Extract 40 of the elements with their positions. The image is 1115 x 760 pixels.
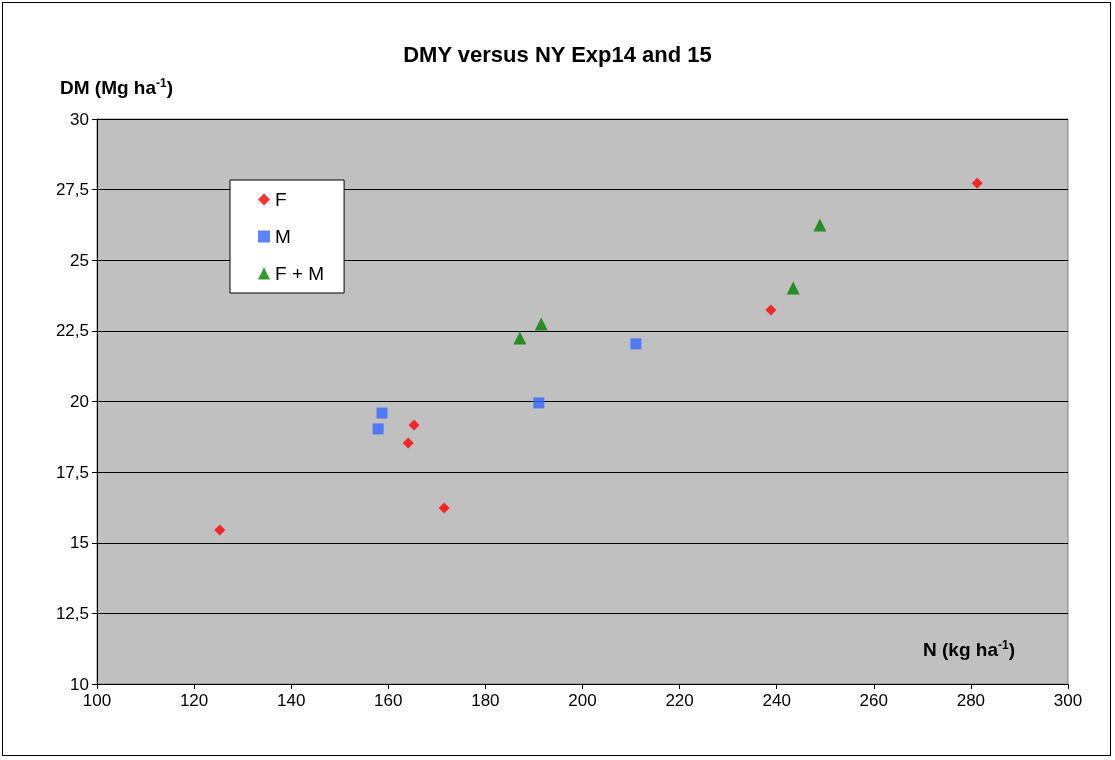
x-tick-label: 120 [179,691,209,710]
y-tick-label: 25 [70,250,89,270]
point [214,524,226,536]
y-axis-title: DM (Mg ha$^{-1}$) [60,76,174,100]
x-tick-label: 180 [471,691,500,710]
point [402,437,414,449]
x-tick-label: 140 [277,691,306,710]
point [534,317,548,331]
legend-label: M [275,226,291,247]
x-tick-label: 200 [568,691,597,710]
x-tick-label: 220 [665,691,694,710]
x-tick-label: 100 [82,691,112,710]
legend-label: F [275,189,287,210]
point [376,407,388,419]
y-tick-label: 15 [70,533,89,553]
point [408,419,420,431]
x-tick-label: 160 [374,691,403,710]
y-tick-label: 12,5 [55,603,89,623]
point [765,304,777,316]
x-axis-title: N (kg ha$^{-1}$) [923,638,1015,662]
point [372,423,384,435]
x-tick-label: 260 [859,691,888,710]
point [786,281,800,295]
point [438,502,450,514]
y-tick-label: 10 [70,674,89,694]
chart-title: DMY versus NY Exp14 and 15 [403,41,712,67]
legend-label: F + M [275,263,325,284]
y-tick-label: 27,5 [55,180,89,200]
y-tick-label: 30 [70,109,89,129]
y-tick-label: 22,5 [55,321,89,341]
point [971,177,983,189]
y-tick-label: 17,5 [55,462,89,482]
x-tick-label: 280 [956,691,986,710]
x-tick-label: 300 [1053,691,1083,710]
x-tick-label: 240 [762,691,791,710]
point [630,338,642,350]
point [813,218,827,232]
point [533,397,545,409]
y-tick-label: 20 [70,392,89,411]
point [513,331,527,345]
